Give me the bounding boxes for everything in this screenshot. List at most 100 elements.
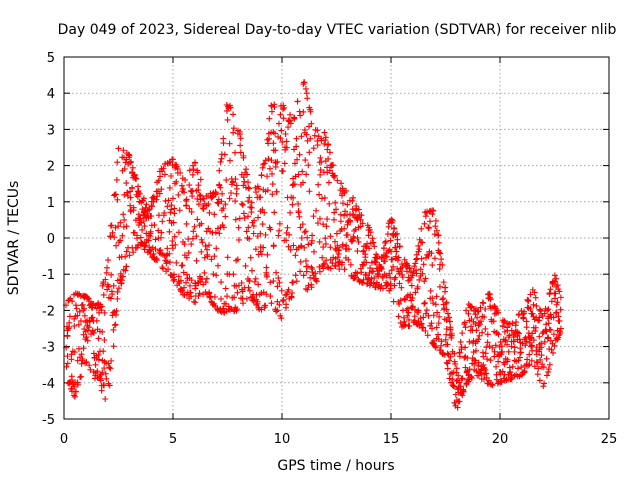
data-point xyxy=(341,212,348,219)
data-point xyxy=(457,338,464,345)
data-point xyxy=(166,259,173,266)
data-point xyxy=(444,350,451,357)
data-point xyxy=(266,135,273,142)
data-point xyxy=(274,283,281,290)
data-point xyxy=(201,254,208,261)
data-point xyxy=(456,379,463,386)
data-point xyxy=(305,241,312,248)
data-point xyxy=(181,189,188,196)
data-point xyxy=(435,232,442,239)
data-point xyxy=(553,309,560,316)
data-point xyxy=(245,184,252,191)
data-point xyxy=(267,165,274,172)
data-point xyxy=(213,245,220,252)
data-point xyxy=(315,181,322,188)
data-point xyxy=(354,234,361,241)
data-point xyxy=(201,269,208,276)
data-point xyxy=(120,211,127,218)
data-point xyxy=(482,305,489,312)
data-point xyxy=(141,246,148,253)
data-point xyxy=(159,265,166,272)
data-point xyxy=(103,269,110,276)
data-point xyxy=(177,277,184,284)
data-point xyxy=(105,283,112,290)
data-points xyxy=(63,79,564,411)
data-point xyxy=(537,356,544,363)
data-point xyxy=(309,232,316,239)
data-point xyxy=(305,282,312,289)
data-point xyxy=(389,256,396,263)
data-point xyxy=(306,188,313,195)
data-point xyxy=(298,133,305,140)
data-point xyxy=(446,357,453,364)
data-point xyxy=(392,274,399,281)
data-point xyxy=(408,282,415,289)
data-point xyxy=(66,313,73,320)
data-point xyxy=(443,306,450,313)
data-point xyxy=(508,327,515,334)
data-point xyxy=(338,261,345,268)
data-point xyxy=(316,215,323,222)
data-point xyxy=(425,312,432,319)
data-point xyxy=(530,337,537,344)
data-point xyxy=(317,167,324,174)
data-point xyxy=(280,115,287,122)
data-point xyxy=(474,308,481,315)
data-point xyxy=(378,266,385,273)
data-point xyxy=(194,167,201,174)
data-point xyxy=(268,300,275,307)
data-point xyxy=(123,223,130,230)
data-point xyxy=(119,273,126,280)
data-point xyxy=(557,330,564,337)
data-point xyxy=(240,300,247,307)
data-point xyxy=(237,142,244,149)
data-point xyxy=(358,269,365,276)
data-point xyxy=(547,311,554,318)
data-point xyxy=(306,149,313,156)
data-point xyxy=(98,307,105,314)
data-point xyxy=(248,209,255,216)
data-point xyxy=(411,263,418,270)
data-point xyxy=(248,199,255,206)
data-point xyxy=(554,299,561,306)
data-point xyxy=(431,231,438,238)
data-point xyxy=(285,124,292,131)
data-point xyxy=(163,252,170,259)
data-point xyxy=(419,270,426,277)
data-point xyxy=(313,207,320,214)
data-point xyxy=(355,206,362,213)
data-point xyxy=(266,115,273,122)
data-point xyxy=(107,295,114,302)
data-point xyxy=(354,248,361,255)
data-point xyxy=(517,349,524,356)
data-point xyxy=(133,232,140,239)
data-point xyxy=(75,345,82,352)
data-point xyxy=(155,177,162,184)
data-point xyxy=(418,225,425,232)
data-point xyxy=(71,315,78,322)
data-point xyxy=(543,372,550,379)
data-point xyxy=(72,302,79,309)
data-point xyxy=(101,309,108,316)
data-point xyxy=(482,350,489,357)
data-point xyxy=(324,146,331,153)
data-point xyxy=(137,190,144,197)
data-point xyxy=(362,254,369,261)
data-point xyxy=(71,349,78,356)
data-point xyxy=(206,209,213,216)
data-point xyxy=(506,332,513,339)
data-point xyxy=(110,282,117,289)
data-point xyxy=(274,158,281,165)
data-point xyxy=(85,296,92,303)
data-point xyxy=(165,266,172,273)
data-point xyxy=(130,207,137,214)
data-point xyxy=(267,226,274,233)
data-point xyxy=(370,280,377,287)
data-point xyxy=(438,256,445,263)
data-point xyxy=(276,227,283,234)
data-point xyxy=(195,293,202,300)
data-point xyxy=(271,104,278,111)
data-point xyxy=(438,338,445,345)
data-point xyxy=(489,344,496,351)
data-point xyxy=(316,191,323,198)
